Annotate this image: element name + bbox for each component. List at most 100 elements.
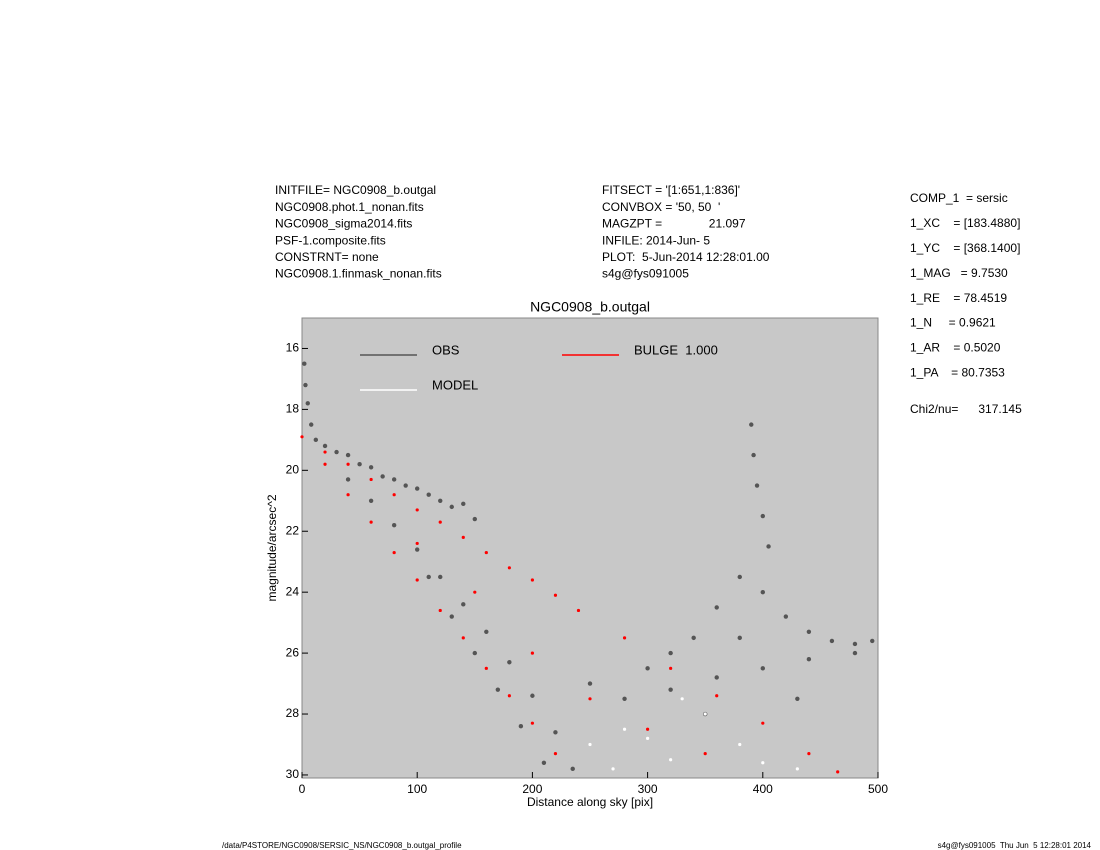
data-point xyxy=(737,574,742,580)
data-point xyxy=(715,694,719,698)
data-point xyxy=(426,574,431,580)
data-point xyxy=(587,681,593,686)
footer-path: /data/P4STORE/NGC0908/SERSIC_NS/NGC0908_… xyxy=(222,841,462,850)
data-point xyxy=(622,727,627,731)
header-line: NGC0908.1.finmask_nonan.fits xyxy=(275,267,442,281)
header-line: CONSTRNT= none xyxy=(275,250,379,264)
data-point xyxy=(530,721,535,725)
data-point xyxy=(795,767,799,771)
data-point xyxy=(806,656,812,662)
y-tick-label: 30 xyxy=(286,767,300,781)
data-point xyxy=(714,605,719,610)
data-point xyxy=(645,666,650,671)
data-point xyxy=(369,477,373,482)
data-point xyxy=(807,752,811,756)
header-line: NGC0908.phot.1_nonan.fits xyxy=(275,200,424,214)
y-tick-label: 28 xyxy=(286,706,300,720)
data-point xyxy=(403,483,408,488)
data-point xyxy=(714,675,719,680)
chart-title: NGC0908_b.outgal xyxy=(530,299,650,315)
footer-stamp: s4g@fys091005 Thu Jun 5 12:28:01 2014 xyxy=(938,841,1092,850)
data-point xyxy=(438,498,443,503)
data-point xyxy=(611,767,615,771)
data-point xyxy=(484,550,488,555)
data-point xyxy=(305,401,310,406)
data-point xyxy=(369,520,373,524)
data-point xyxy=(484,666,488,670)
data-point xyxy=(484,629,489,634)
header-line: INFILE: 2014-Jun- 5 xyxy=(602,233,710,247)
data-point xyxy=(518,724,524,729)
data-point xyxy=(303,382,308,388)
legend-label: MODEL xyxy=(432,377,478,392)
data-point xyxy=(380,474,385,479)
data-point xyxy=(507,660,512,665)
x-tick-label: 300 xyxy=(638,782,658,796)
x-tick-label: 200 xyxy=(522,782,542,796)
data-point xyxy=(495,687,501,692)
data-point xyxy=(737,635,742,641)
y-tick-label: 20 xyxy=(286,462,300,476)
data-point xyxy=(646,727,650,731)
data-point xyxy=(368,465,374,470)
data-point xyxy=(570,766,575,772)
data-point xyxy=(426,492,431,497)
x-tick-label: 500 xyxy=(868,782,888,796)
data-point xyxy=(541,760,547,765)
fit-parameter: COMP_1 = sersic xyxy=(910,191,1008,205)
data-point xyxy=(588,697,592,701)
data-point xyxy=(852,641,858,647)
data-point xyxy=(795,696,800,701)
data-point xyxy=(588,742,592,747)
data-point xyxy=(323,450,327,454)
data-point xyxy=(449,504,454,510)
header-line: CONVBOX = '50, 50 ' xyxy=(602,200,720,214)
data-point xyxy=(870,638,875,644)
data-point xyxy=(334,449,339,455)
data-point xyxy=(749,422,754,427)
y-axis-label: magnitude/arcsec^2 xyxy=(265,494,279,601)
y-tick-label: 16 xyxy=(286,341,300,355)
data-point xyxy=(323,462,327,466)
chi-value: Chi2/nu= 317.145 xyxy=(910,402,1022,416)
data-point xyxy=(438,608,442,613)
data-point xyxy=(530,578,535,582)
data-point xyxy=(346,493,350,497)
fit-parameter: 1_RE = 78.4519 xyxy=(910,291,1007,305)
data-point xyxy=(415,486,420,491)
data-point xyxy=(461,501,466,507)
data-point xyxy=(703,712,707,716)
data-point xyxy=(461,636,465,640)
y-tick-label: 22 xyxy=(286,523,300,537)
fit-parameter: 1_PA = 80.7353 xyxy=(910,365,1005,379)
data-point xyxy=(357,462,362,467)
header-line: FITSECT = '[1:651,1:836]' xyxy=(602,183,740,197)
y-tick-label: 24 xyxy=(286,584,300,598)
data-point xyxy=(415,547,420,552)
fit-parameter: 1_XC = [183.4880] xyxy=(910,216,1020,230)
plot xyxy=(300,317,879,779)
header-line: MAGZPT = 21.097 xyxy=(602,217,746,231)
data-point xyxy=(472,516,477,522)
data-point xyxy=(668,687,673,692)
header-line: INITFILE= NGC0908_b.outgal xyxy=(275,183,436,197)
data-point xyxy=(766,544,771,549)
data-point xyxy=(415,508,419,512)
data-point xyxy=(668,650,673,656)
data-point xyxy=(761,761,765,765)
data-point xyxy=(392,493,396,497)
data-point xyxy=(507,694,511,698)
header-line: NGC0908_sigma2014.fits xyxy=(275,217,412,231)
data-point xyxy=(368,498,374,503)
data-point xyxy=(738,742,742,747)
data-point xyxy=(391,522,397,528)
plot-area xyxy=(301,317,879,779)
data-point xyxy=(669,758,673,762)
data-point xyxy=(391,477,397,482)
data-point xyxy=(345,477,351,482)
legend-label: OBS xyxy=(432,342,460,357)
data-point xyxy=(852,650,858,656)
data-point xyxy=(622,696,627,701)
data-point xyxy=(553,730,558,735)
